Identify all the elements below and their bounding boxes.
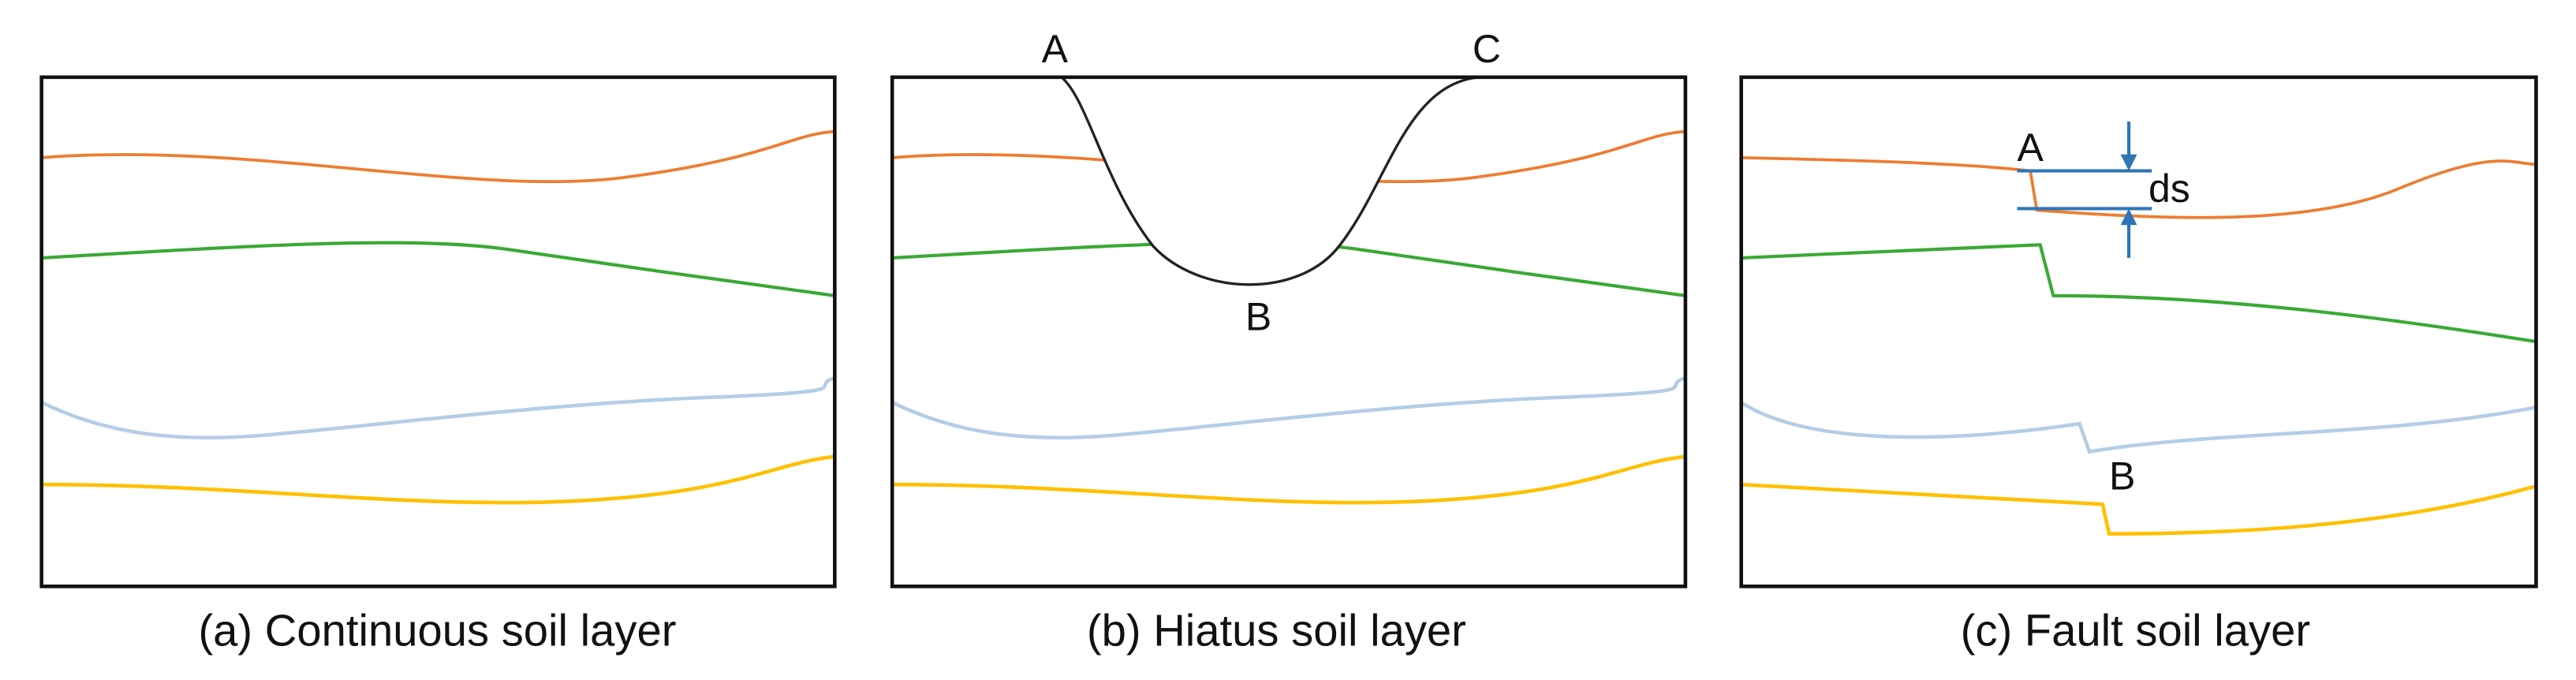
green-layer: [892, 241, 1686, 297]
label: B: [1245, 295, 1271, 339]
caption: (a) Continuous soil layer: [198, 605, 676, 655]
hiatus-valley: [1057, 76, 1479, 286]
label: A: [2017, 125, 2044, 170]
yellow-layer: [41, 454, 835, 505]
frame: [890, 75, 1688, 588]
offset-dimension: [2017, 121, 2152, 258]
yellow-layer: [1741, 482, 2537, 536]
blue-layer: [40, 375, 836, 440]
green-layer: [1741, 243, 2537, 344]
yellow-layer: [892, 454, 1686, 505]
green-layer: [41, 241, 835, 297]
caption: (b) Hiatus soil layer: [1087, 605, 1466, 655]
blue-layer: [1740, 401, 2537, 454]
label: A: [1042, 27, 1069, 71]
caption: (c) Fault soil layer: [1961, 605, 2310, 655]
label: C: [1473, 27, 1501, 71]
blue-layer: [891, 375, 1686, 440]
label: B: [2109, 454, 2135, 498]
label: ds: [2149, 166, 2190, 211]
orange-layer: [41, 129, 835, 184]
orange-layer: [1741, 156, 2537, 219]
orange-layer: [892, 129, 1686, 184]
panel-b: A B C (b) Hiatus soil layer: [890, 27, 1688, 655]
panel-a: (a) Continuous soil layer: [39, 75, 837, 655]
frame: [39, 75, 837, 588]
frame: [1739, 75, 2538, 588]
panel-c: A B ds (c) Fault soil layer: [1739, 75, 2538, 655]
